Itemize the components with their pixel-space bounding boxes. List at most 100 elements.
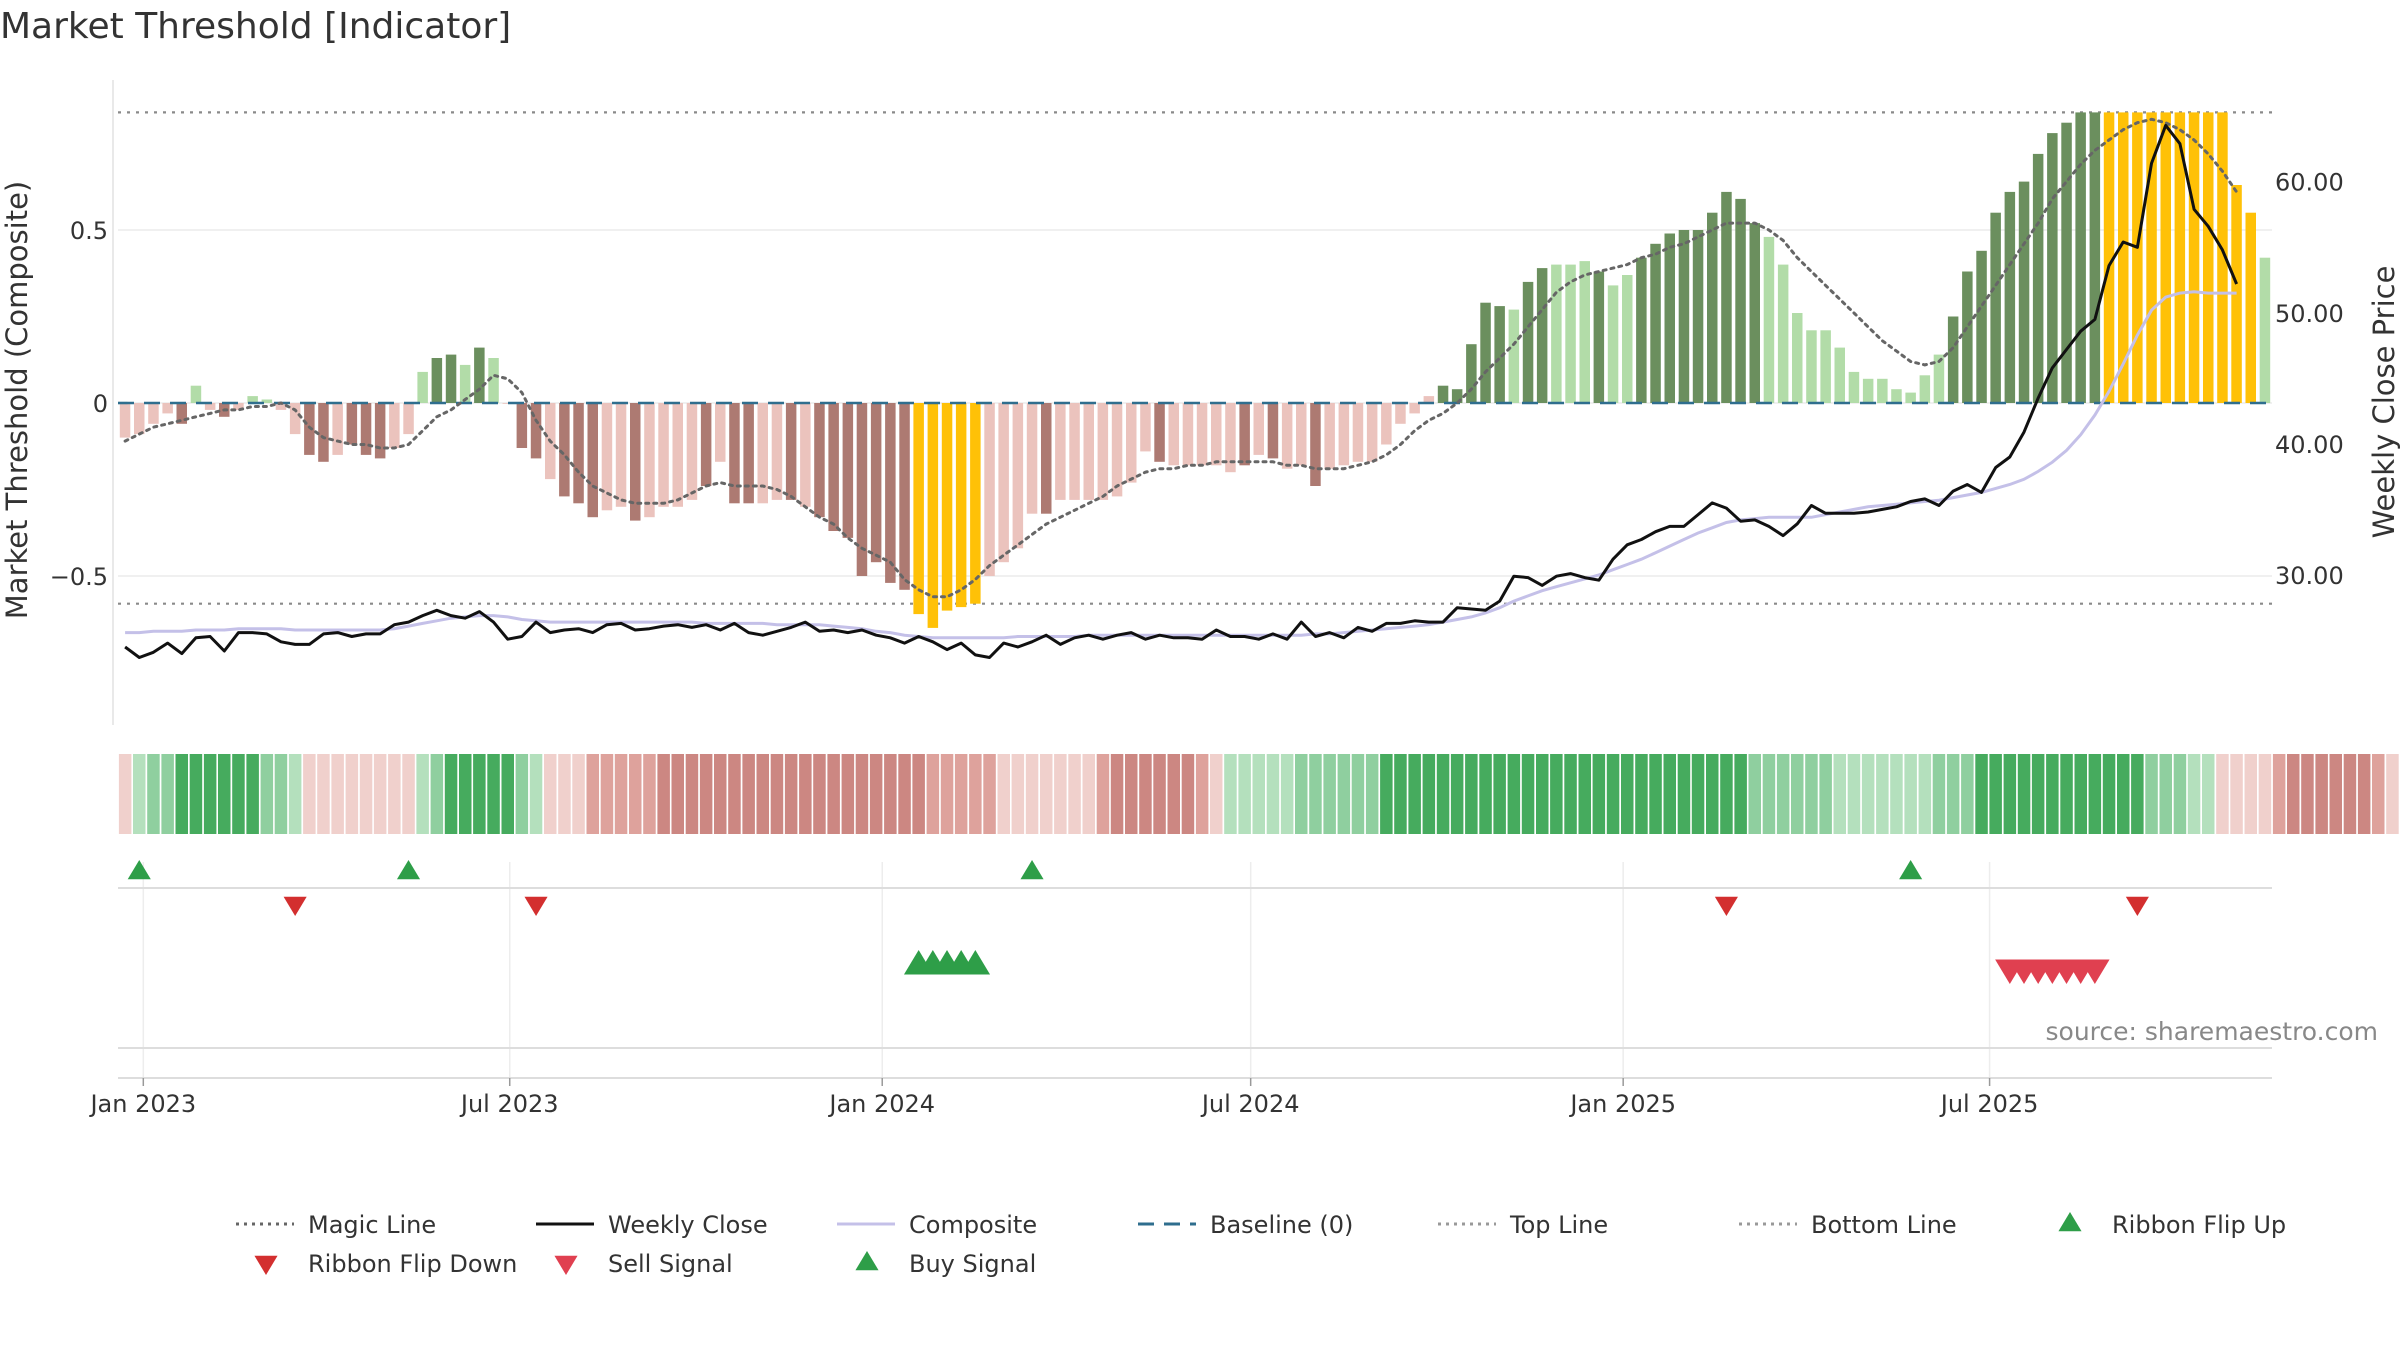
ribbon-cell: [898, 754, 911, 834]
ribbon-cell: [2145, 754, 2158, 834]
ribbon-cell: [1280, 754, 1294, 834]
composite-bar: [1055, 403, 1066, 500]
composite-bar: [998, 403, 1009, 563]
ribbon-cell: [1082, 754, 1095, 834]
ribbon-cell: [288, 754, 302, 834]
ribbon-cell: [2343, 754, 2357, 834]
ribbon-cell: [246, 754, 259, 834]
ribbon-cell: [1677, 754, 1691, 834]
ribbon-cell: [444, 754, 458, 834]
ribbon-cell: [2258, 754, 2272, 834]
composite-bars: [119, 112, 2271, 628]
ribbon-flip-up-marker: [1899, 860, 1923, 880]
y-left-tick-label: 0.5: [70, 217, 108, 245]
ribbon-cell: [1975, 754, 1988, 834]
ribbon-cell: [473, 754, 486, 834]
composite-bar: [247, 396, 258, 403]
ribbon-cell: [969, 754, 982, 834]
ribbon-cell: [657, 754, 670, 834]
legend: Magic Line Weekly Close Composite Baseline …: [236, 1211, 2286, 1278]
ribbon-cell: [1932, 754, 1946, 834]
composite-bar: [1423, 396, 1435, 403]
ribbon-cell: [1635, 754, 1648, 834]
composite-bar: [2118, 112, 2129, 404]
y-right-tick-label: 30.00: [2275, 562, 2344, 590]
ribbon-cell: [1323, 754, 1336, 834]
ribbon-cell: [1408, 754, 1421, 834]
ribbon-cell: [402, 754, 415, 834]
composite-bar: [1296, 403, 1307, 466]
ribbon-cell: [529, 754, 543, 834]
ribbon-cell: [303, 754, 316, 834]
composite-bar: [1324, 403, 1335, 469]
ribbon-cell: [1720, 754, 1733, 834]
legend-item: Buy Signal: [855, 1250, 1036, 1278]
composite-bar: [1211, 403, 1222, 466]
composite-bar: [644, 403, 655, 518]
x-tick-label: Jul 2025: [1939, 1090, 2039, 1118]
composite-bar: [870, 403, 882, 563]
composite-bar: [2259, 257, 2271, 403]
composite-bar: [1551, 264, 1562, 403]
legend-item: Baseline (0): [1138, 1211, 1353, 1239]
composite-bar: [1338, 403, 1350, 466]
composite-bar: [1777, 264, 1789, 403]
x-tick-label: Jan 2024: [827, 1090, 935, 1118]
composite-bar: [1310, 403, 1321, 486]
ribbon-cell: [2131, 754, 2144, 834]
ribbon-cell: [1564, 754, 1577, 834]
legend-label: Bottom Line: [1811, 1211, 1957, 1239]
ribbon-cell: [1266, 754, 1280, 834]
composite-bar: [885, 403, 896, 583]
ribbon-cell: [1847, 754, 1861, 834]
ribbon-cell: [643, 754, 656, 834]
ribbon-cell: [345, 754, 359, 834]
ribbon-cell: [572, 754, 585, 834]
composite-bar: [1352, 403, 1364, 462]
ribbon-cell: [1252, 754, 1265, 834]
ribbon-cell: [784, 754, 798, 834]
composite-bar: [1536, 268, 1548, 403]
legend-label: Top Line: [1509, 1211, 1608, 1239]
composite-bar: [1707, 212, 1718, 403]
ribbon-flip-up-marker: [127, 860, 151, 880]
ribbon-cell: [558, 754, 571, 834]
ribbon-cell: [1904, 754, 1917, 834]
ribbon-cell: [2287, 754, 2300, 834]
legend-swatch-triangle-up: [2058, 1212, 2082, 1232]
ribbon-cell: [1890, 754, 1903, 834]
ribbon-cell: [714, 754, 727, 834]
ribbon-cell: [133, 754, 146, 834]
composite-bar: [1962, 271, 1973, 403]
ribbon-cell: [2357, 754, 2371, 834]
composite-bar: [771, 403, 783, 500]
ribbon-cell: [1663, 754, 1676, 834]
composite-bar: [2103, 112, 2115, 404]
ribbon-cell: [317, 754, 330, 834]
composite-bar: [700, 403, 712, 486]
ribbon-cell: [1450, 754, 1464, 834]
ribbon-cell: [1691, 754, 1705, 834]
ribbon-cell: [1805, 754, 1818, 834]
composite-bar: [970, 403, 981, 604]
composite-bar: [2132, 112, 2143, 404]
ribbon-cell: [1734, 754, 1747, 834]
ribbon-cell: [359, 754, 373, 834]
composite-bar: [1437, 385, 1449, 403]
composite-bar: [2245, 212, 2256, 403]
ribbon-cell: [1153, 754, 1166, 834]
ribbon-cell: [2272, 754, 2286, 834]
ribbon-cell: [1011, 754, 1025, 834]
composite-bar: [1905, 392, 1916, 403]
composite-bar: [119, 403, 131, 438]
legend-swatch-triangle-up: [855, 1251, 879, 1271]
composite-bar: [1480, 302, 1491, 403]
composite-bar: [1083, 403, 1094, 500]
composite-bar: [445, 354, 457, 403]
composite-bar: [346, 403, 358, 445]
ribbon-cell: [1224, 754, 1237, 834]
composite-bar: [2047, 133, 2058, 403]
source-credit: source: sharemaestro.com: [2046, 1017, 2379, 1046]
composite-bar: [1848, 371, 1860, 403]
ribbon-cell: [827, 754, 840, 834]
